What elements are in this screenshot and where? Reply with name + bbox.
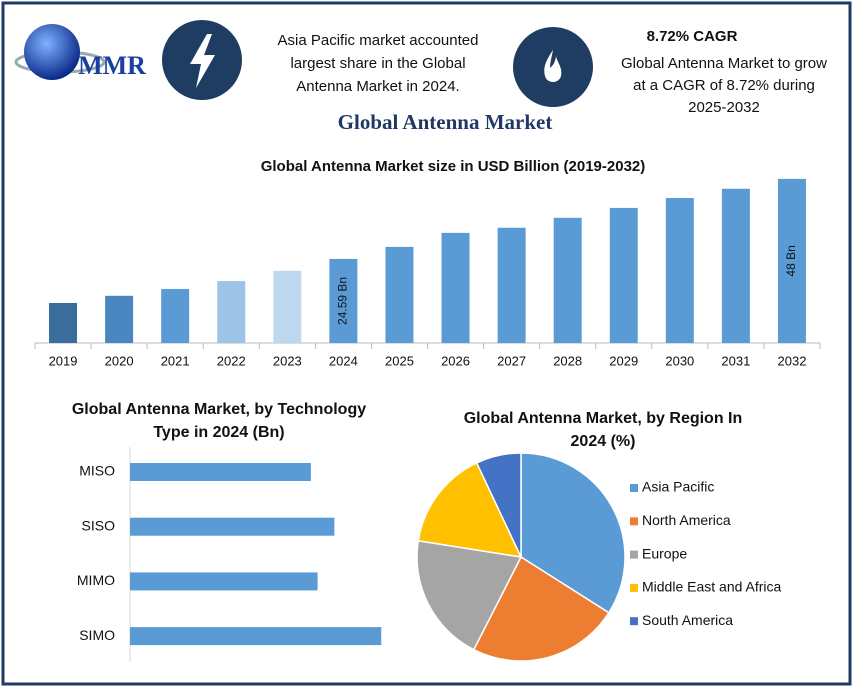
logo-text: MMR xyxy=(78,51,146,80)
value-label: 48 Bn xyxy=(784,245,798,276)
bar xyxy=(273,270,302,343)
x-tick-label: 2029 xyxy=(609,353,638,368)
text-line: Global Antenna Market to grow xyxy=(621,55,827,72)
x-tick-label: 2020 xyxy=(105,353,134,368)
cagr-note: Global Antenna Market to grow at a CAGR o… xyxy=(621,55,827,116)
bar xyxy=(130,627,382,646)
x-tick-label: 2019 xyxy=(49,353,78,368)
legend-label: Europe xyxy=(642,545,687,561)
text-line: Antenna Market in 2024. xyxy=(296,78,459,95)
bar xyxy=(553,217,582,343)
bar xyxy=(130,517,335,536)
bar xyxy=(130,572,318,591)
pie-slice xyxy=(475,452,522,558)
text-line: Asia Pacific market accounted xyxy=(278,32,479,49)
legend-label: North America xyxy=(642,512,731,528)
bar xyxy=(130,463,311,481)
bar xyxy=(441,232,470,343)
chart-title: Global Antenna Market, by Technology xyxy=(72,401,366,418)
share-note: Asia Pacific market accounted largest sha… xyxy=(278,32,479,95)
x-tick-label: 2025 xyxy=(385,353,414,368)
x-tick-label: 2026 xyxy=(441,353,470,368)
bar xyxy=(161,288,190,343)
value-label: 24.59 Bn xyxy=(336,277,350,325)
cagr-title: 8.72% CAGR xyxy=(647,28,738,45)
legend-label: Middle East and Africa xyxy=(642,579,782,595)
x-tick-label: 2022 xyxy=(217,353,246,368)
legend-swatch xyxy=(630,583,638,592)
bar xyxy=(217,281,246,343)
text-line: at a CAGR of 8.72% during xyxy=(633,77,815,94)
bolt-shape xyxy=(190,34,215,88)
x-tick-label: 2032 xyxy=(778,353,807,368)
x-tick-label: 2030 xyxy=(665,353,694,368)
text-line: largest share in the Global xyxy=(290,55,465,72)
x-tick-label: 2023 xyxy=(273,353,302,368)
bar xyxy=(497,227,526,343)
chart-title: Type in 2024 (Bn) xyxy=(153,424,284,441)
bar xyxy=(49,302,78,343)
text-line: 2025-2032 xyxy=(688,99,760,116)
x-tick-label: 2031 xyxy=(721,353,750,368)
x-tick-label: 2028 xyxy=(553,353,582,368)
bar xyxy=(329,258,358,343)
pie-slice xyxy=(416,539,523,651)
legend-swatch xyxy=(630,617,638,626)
bar xyxy=(665,197,694,343)
y-tick-label: SIMO xyxy=(79,627,115,643)
legend-label: South America xyxy=(642,612,733,628)
chart-title: Global Antenna Market size in USD Billio… xyxy=(261,158,646,175)
legend-swatch xyxy=(630,484,638,492)
bar xyxy=(105,295,134,343)
bar xyxy=(721,188,750,343)
x-tick-label: 2021 xyxy=(161,353,190,368)
main-title: Global Antenna Market xyxy=(338,110,553,134)
logo-globe xyxy=(24,24,80,80)
pie-slice xyxy=(417,461,523,558)
legend-swatch xyxy=(630,550,638,559)
flame-shape xyxy=(544,50,562,82)
legend-label: Asia Pacific xyxy=(642,479,714,495)
chart-title: 2024 (%) xyxy=(571,433,636,450)
y-tick-label: MISO xyxy=(79,463,115,479)
bar xyxy=(609,207,638,343)
y-tick-label: SISO xyxy=(82,517,116,533)
pie-slice xyxy=(472,555,610,662)
legend-swatch xyxy=(630,517,638,526)
y-tick-label: MIMO xyxy=(77,572,115,588)
x-tick-label: 2024 xyxy=(329,353,358,368)
bar xyxy=(385,246,414,343)
bar xyxy=(777,178,806,343)
chart-title: Global Antenna Market, by Region In xyxy=(464,410,743,427)
x-tick-label: 2027 xyxy=(497,353,526,368)
